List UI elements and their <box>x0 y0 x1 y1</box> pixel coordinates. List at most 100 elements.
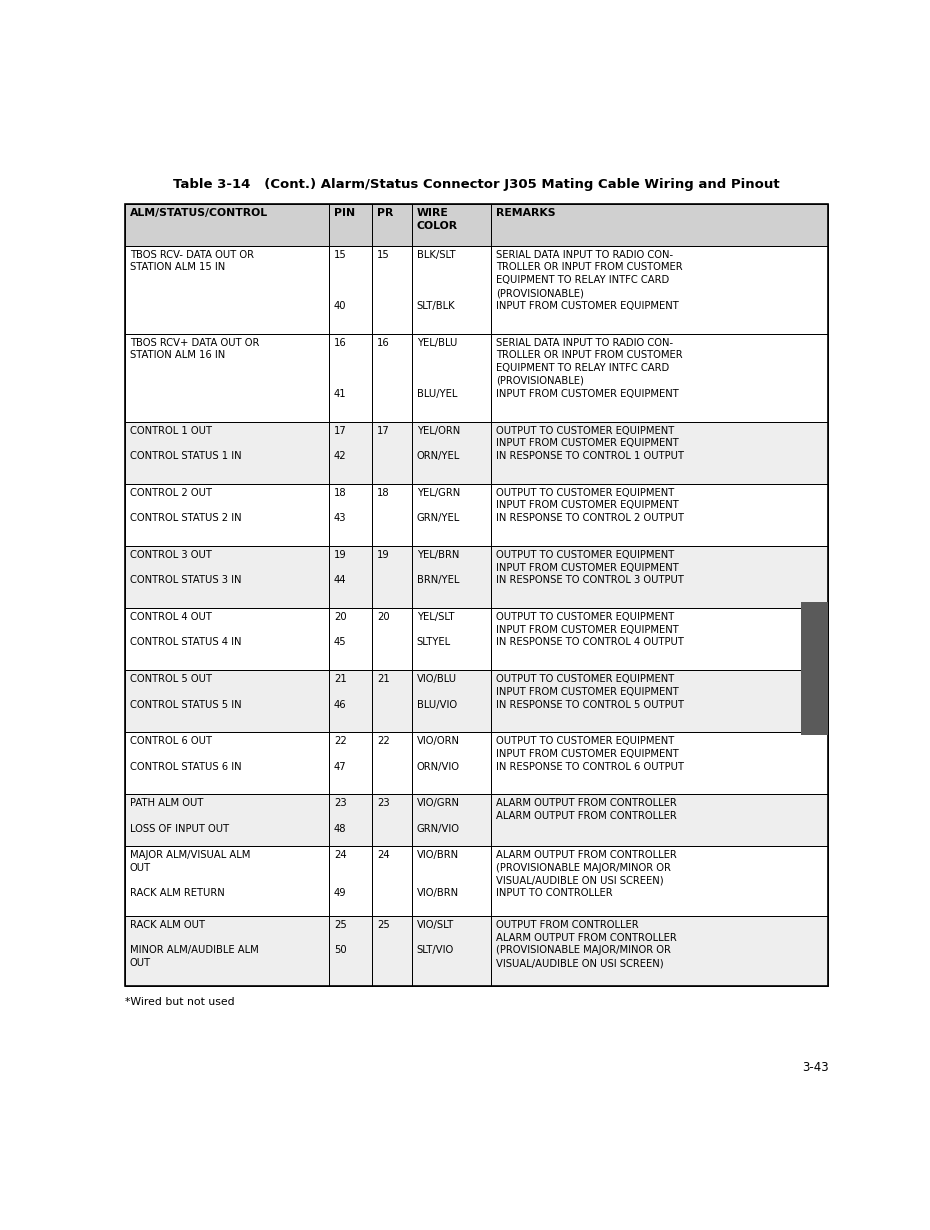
Text: BLK/SLT



SLT/BLK: BLK/SLT SLT/BLK <box>417 250 456 311</box>
Bar <box>125 333 329 422</box>
Bar <box>125 670 329 732</box>
Text: CONTROL 6 OUT

CONTROL STATUS 6 IN: CONTROL 6 OUT CONTROL STATUS 6 IN <box>130 736 242 771</box>
Bar <box>372 483 412 546</box>
Text: VIO/BLU

BLU/VIO: VIO/BLU BLU/VIO <box>417 674 457 710</box>
Text: SERIAL DATA INPUT TO RADIO CON-
TROLLER OR INPUT FROM CUSTOMER
EQUIPMENT TO RELA: SERIAL DATA INPUT TO RADIO CON- TROLLER … <box>496 250 683 311</box>
Text: VIO/SLT

SLT/VIO: VIO/SLT SLT/VIO <box>417 920 454 956</box>
Bar <box>412 670 491 732</box>
Text: 25: 25 <box>378 920 390 930</box>
Bar <box>491 670 829 732</box>
Bar <box>372 670 412 732</box>
Bar <box>372 333 412 422</box>
Bar <box>412 546 491 608</box>
Bar <box>801 603 829 734</box>
Text: YEL/GRN

GRN/YEL: YEL/GRN GRN/YEL <box>417 487 460 523</box>
Text: PR: PR <box>378 208 393 218</box>
Text: 16



41: 16 41 <box>334 337 347 399</box>
Bar <box>329 422 372 483</box>
Text: 24


49: 24 49 <box>334 850 347 898</box>
Bar <box>125 422 329 483</box>
Text: OUTPUT TO CUSTOMER EQUIPMENT
INPUT FROM CUSTOMER EQUIPMENT
IN RESPONSE TO CONTRO: OUTPUT TO CUSTOMER EQUIPMENT INPUT FROM … <box>496 736 684 771</box>
Bar <box>125 246 329 333</box>
Text: 17

42: 17 42 <box>334 426 347 461</box>
Text: ALARM OUTPUT FROM CONTROLLER
(PROVISIONABLE MAJOR/MINOR OR
VISUAL/AUDIBLE ON USI: ALARM OUTPUT FROM CONTROLLER (PROVISIONA… <box>496 850 677 898</box>
Bar <box>125 204 829 246</box>
Bar <box>125 670 829 732</box>
Text: OUTPUT TO CUSTOMER EQUIPMENT
INPUT FROM CUSTOMER EQUIPMENT
IN RESPONSE TO CONTRO: OUTPUT TO CUSTOMER EQUIPMENT INPUT FROM … <box>496 674 684 710</box>
Text: ALARM OUTPUT FROM CONTROLLER
ALARM OUTPUT FROM CONTROLLER: ALARM OUTPUT FROM CONTROLLER ALARM OUTPU… <box>496 798 677 820</box>
Text: YEL/ORN

ORN/YEL: YEL/ORN ORN/YEL <box>417 426 460 461</box>
Bar <box>372 204 412 246</box>
Text: MAJOR ALM/VISUAL ALM
OUT

RACK ALM RETURN: MAJOR ALM/VISUAL ALM OUT RACK ALM RETURN <box>130 850 250 898</box>
Bar <box>125 422 829 483</box>
Bar <box>329 608 372 670</box>
Text: 23: 23 <box>378 798 390 808</box>
Bar <box>412 846 491 916</box>
Text: OUTPUT TO CUSTOMER EQUIPMENT
INPUT FROM CUSTOMER EQUIPMENT
IN RESPONSE TO CONTRO: OUTPUT TO CUSTOMER EQUIPMENT INPUT FROM … <box>496 611 684 647</box>
Bar <box>329 916 372 985</box>
Bar <box>491 246 829 333</box>
Text: ALM/STATUS/CONTROL: ALM/STATUS/CONTROL <box>130 208 268 218</box>
Text: OUTPUT TO CUSTOMER EQUIPMENT
INPUT FROM CUSTOMER EQUIPMENT
IN RESPONSE TO CONTRO: OUTPUT TO CUSTOMER EQUIPMENT INPUT FROM … <box>496 426 684 461</box>
Text: OUTPUT TO CUSTOMER EQUIPMENT
INPUT FROM CUSTOMER EQUIPMENT
IN RESPONSE TO CONTRO: OUTPUT TO CUSTOMER EQUIPMENT INPUT FROM … <box>496 487 684 523</box>
Text: 21: 21 <box>378 674 390 684</box>
Text: RACK ALM OUT

MINOR ALM/AUDIBLE ALM
OUT: RACK ALM OUT MINOR ALM/AUDIBLE ALM OUT <box>130 920 259 968</box>
Bar <box>329 546 372 608</box>
Bar <box>329 246 372 333</box>
Text: 23

48: 23 48 <box>334 798 347 834</box>
Text: CONTROL 4 OUT

CONTROL STATUS 4 IN: CONTROL 4 OUT CONTROL STATUS 4 IN <box>130 611 242 647</box>
Bar <box>412 732 491 795</box>
Text: 15: 15 <box>378 250 390 260</box>
Bar <box>412 483 491 546</box>
Text: 22: 22 <box>378 736 390 747</box>
Bar <box>372 422 412 483</box>
Text: OUTPUT FROM CONTROLLER
ALARM OUTPUT FROM CONTROLLER
(PROVISIONABLE MAJOR/MINOR O: OUTPUT FROM CONTROLLER ALARM OUTPUT FROM… <box>496 920 677 968</box>
Bar <box>491 483 829 546</box>
Text: *Wired but not used: *Wired but not used <box>125 998 234 1007</box>
Text: 25

50: 25 50 <box>334 920 347 956</box>
Bar <box>329 333 372 422</box>
Bar <box>125 546 329 608</box>
Text: CONTROL 2 OUT

CONTROL STATUS 2 IN: CONTROL 2 OUT CONTROL STATUS 2 IN <box>130 487 242 523</box>
Text: PATH ALM OUT

LOSS OF INPUT OUT: PATH ALM OUT LOSS OF INPUT OUT <box>130 798 229 834</box>
Text: TBOS RCV- DATA OUT OR
STATION ALM 15 IN: TBOS RCV- DATA OUT OR STATION ALM 15 IN <box>130 250 254 272</box>
Bar <box>125 846 329 916</box>
Text: TBOS RCV+ DATA OUT OR
STATION ALM 16 IN: TBOS RCV+ DATA OUT OR STATION ALM 16 IN <box>130 337 259 360</box>
Bar <box>491 916 829 985</box>
Bar <box>412 246 491 333</box>
Bar <box>491 546 829 608</box>
Text: YEL/BRN

BRN/YEL: YEL/BRN BRN/YEL <box>417 550 459 585</box>
Text: CONTROL 3 OUT

CONTROL STATUS 3 IN: CONTROL 3 OUT CONTROL STATUS 3 IN <box>130 550 242 585</box>
Text: VIO/ORN

ORN/VIO: VIO/ORN ORN/VIO <box>417 736 459 771</box>
Bar <box>372 608 412 670</box>
Bar <box>125 546 829 608</box>
Bar <box>125 795 829 846</box>
Bar <box>491 204 829 246</box>
Bar <box>125 732 329 795</box>
Bar <box>329 670 372 732</box>
Text: 22

47: 22 47 <box>334 736 347 771</box>
Bar <box>125 483 329 546</box>
Bar <box>412 422 491 483</box>
Bar <box>372 246 412 333</box>
Text: PIN: PIN <box>334 208 355 218</box>
Text: CONTROL 5 OUT

CONTROL STATUS 5 IN: CONTROL 5 OUT CONTROL STATUS 5 IN <box>130 674 242 710</box>
Bar <box>491 795 829 846</box>
Text: OUTPUT TO CUSTOMER EQUIPMENT
INPUT FROM CUSTOMER EQUIPMENT
IN RESPONSE TO CONTRO: OUTPUT TO CUSTOMER EQUIPMENT INPUT FROM … <box>496 550 684 585</box>
Text: 21

46: 21 46 <box>334 674 347 710</box>
Text: 24: 24 <box>378 850 390 860</box>
Text: YEL/SLT

SLTYEL: YEL/SLT SLTYEL <box>417 611 454 647</box>
Bar <box>491 422 829 483</box>
Bar <box>125 608 329 670</box>
Bar <box>412 916 491 985</box>
Bar <box>329 732 372 795</box>
Bar <box>372 795 412 846</box>
Text: WIRE
COLOR: WIRE COLOR <box>417 208 458 231</box>
Bar <box>491 333 829 422</box>
Text: 3-43: 3-43 <box>802 1060 829 1074</box>
Bar <box>125 204 829 985</box>
Bar <box>372 546 412 608</box>
Bar <box>491 732 829 795</box>
Text: SERIAL DATA INPUT TO RADIO CON-
TROLLER OR INPUT FROM CUSTOMER
EQUIPMENT TO RELA: SERIAL DATA INPUT TO RADIO CON- TROLLER … <box>496 337 683 399</box>
Bar <box>125 795 329 846</box>
